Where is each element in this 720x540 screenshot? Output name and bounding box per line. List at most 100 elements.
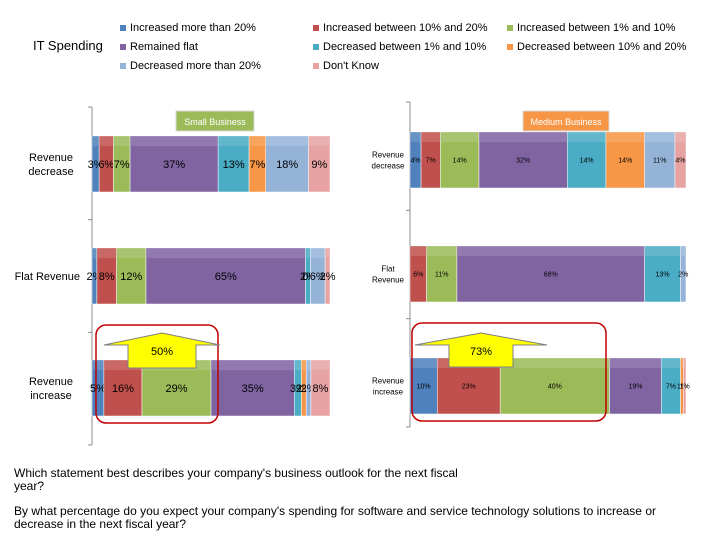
bar-highlight <box>683 358 686 369</box>
bar-highlight <box>92 136 100 147</box>
data-label: 14% <box>453 157 467 164</box>
legend-label: Don't Know <box>323 60 379 72</box>
data-label: 7% <box>666 383 676 390</box>
bar-highlight <box>310 360 330 371</box>
data-label: 6% <box>98 159 114 171</box>
bar-highlight <box>218 136 250 147</box>
bar-highlight <box>605 132 645 143</box>
legend-item: Decreased between 10% and 20% <box>507 41 686 53</box>
bar-highlight <box>644 246 681 257</box>
bar-highlight <box>249 136 266 147</box>
bar-highlight <box>96 248 117 259</box>
bar-highlight <box>421 132 441 143</box>
bar-highlight <box>609 358 662 369</box>
bar-highlight <box>479 132 568 143</box>
bar-highlight <box>103 360 142 371</box>
data-label: 19% <box>628 383 642 390</box>
bar-highlight <box>500 358 610 369</box>
legend-swatch <box>313 25 319 31</box>
data-label: 18% <box>276 159 298 171</box>
highlight-box <box>411 322 607 422</box>
bar-highlight <box>410 246 427 257</box>
data-label: 8% <box>313 383 329 395</box>
data-label: 11% <box>653 157 667 164</box>
legend-item: Decreased more than 20% <box>120 60 261 72</box>
chart-title: Medium Business <box>530 117 602 127</box>
data-label: 4% <box>675 157 685 164</box>
highlight-label: 73% <box>470 346 492 358</box>
data-label: 10% <box>417 383 431 390</box>
bar-highlight <box>305 248 311 259</box>
data-label: 2% <box>678 271 688 278</box>
category-label: Flat Revenue <box>15 271 80 283</box>
data-label: 29% <box>165 383 187 395</box>
bar-highlight <box>301 360 307 371</box>
bar-highlight <box>308 136 330 147</box>
bar-highlight <box>456 246 645 257</box>
data-label: 35% <box>242 383 264 395</box>
bar-highlight <box>644 132 675 143</box>
data-label: 13% <box>223 159 245 171</box>
data-label: 7% <box>114 159 130 171</box>
category-label: decrease <box>372 161 405 170</box>
data-label: 7% <box>249 159 265 171</box>
legend-swatch <box>120 25 126 31</box>
data-label: 2% <box>320 271 336 283</box>
bar-highlight <box>680 246 686 257</box>
bar-highlight <box>567 132 606 143</box>
bar-highlight <box>92 248 97 259</box>
data-label: 9% <box>311 159 327 171</box>
bar-highlight <box>145 248 306 259</box>
up-arrow-icon <box>414 332 548 368</box>
legend-label: Decreased between 1% and 10% <box>323 41 487 53</box>
legend-swatch <box>313 44 319 50</box>
bar-highlight <box>661 358 681 369</box>
data-label: 1% <box>677 383 687 390</box>
category-label: decrease <box>28 166 73 178</box>
data-label: 12% <box>120 271 142 283</box>
data-label: 6% <box>413 271 423 278</box>
data-label: 65% <box>215 271 237 283</box>
legend-swatch <box>120 44 126 50</box>
bar-highlight <box>325 248 330 259</box>
bar-highlight <box>211 360 295 371</box>
bar-highlight <box>92 360 104 371</box>
data-label: 37% <box>163 159 185 171</box>
legend-swatch <box>507 44 513 50</box>
question-spending: By what percentage do you expect your co… <box>14 504 656 531</box>
legend-label: Remained flat <box>130 41 198 53</box>
bar-highlight <box>680 358 684 369</box>
highlight-label: 50% <box>151 346 173 358</box>
chart-title-box <box>522 110 610 132</box>
bar-highlight <box>306 360 311 371</box>
legend-label: Decreased between 10% and 20% <box>517 41 687 53</box>
category-label: Flat <box>381 264 395 273</box>
data-label: 40% <box>548 383 562 390</box>
legend-item: Increased more than 20% <box>120 22 256 34</box>
bar-highlight <box>410 132 422 143</box>
bar-highlight <box>410 358 438 369</box>
category-label: increase <box>30 390 72 402</box>
chart-title-box <box>175 110 255 132</box>
legend-item: Remained flat <box>120 41 198 53</box>
legend-swatch <box>313 63 319 69</box>
category-label: Revenue <box>372 275 405 284</box>
data-label: 11% <box>435 271 449 278</box>
category-label: increase <box>373 387 404 396</box>
legend-swatch <box>507 25 513 31</box>
legend-label: Increased more than 20% <box>130 22 256 34</box>
category-label: Revenue <box>29 376 73 388</box>
data-label: 6% <box>310 271 326 283</box>
bar-highlight <box>265 136 309 147</box>
data-label: 16% <box>112 383 134 395</box>
bar-highlight <box>113 136 131 147</box>
bar-highlight <box>99 136 114 147</box>
data-label: 7% <box>426 157 436 164</box>
data-label: 68% <box>544 271 558 278</box>
highlight-box <box>95 324 219 424</box>
bar-highlight <box>116 248 146 259</box>
legend-item: Decreased between 1% and 10% <box>313 41 486 53</box>
bar-highlight <box>674 132 686 143</box>
question-outlook: Which statement best describes your comp… <box>14 466 458 493</box>
